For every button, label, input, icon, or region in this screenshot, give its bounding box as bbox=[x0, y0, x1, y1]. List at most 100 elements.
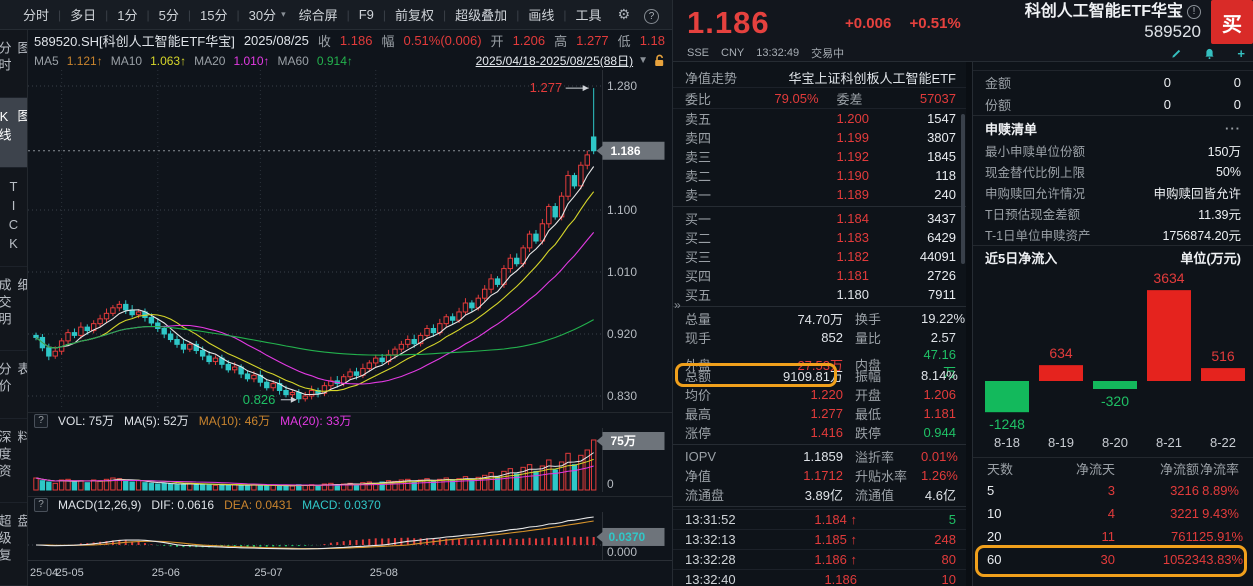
tick-row[interactable]: 13:32:13 1.185 ↑ 248 bbox=[673, 529, 966, 549]
volume-indicator-value: VOL: 75万 bbox=[58, 414, 115, 428]
weibi-label: 委比 bbox=[685, 91, 712, 107]
sidebar-item-active[interactable]: K线图 bbox=[0, 98, 27, 169]
chevron-down-icon[interactable]: ▼ bbox=[638, 55, 648, 66]
stat-value: 1.277 bbox=[810, 406, 843, 421]
flow-table-cell: 60 bbox=[987, 552, 1002, 567]
quote-detail-panel: » 净值走势 华宝上证科创板人工智能ETF 委比 79.05% 委差 57037 卖五 1.2… bbox=[672, 62, 966, 586]
net-value: 华宝上证科创板人工智能ETF bbox=[788, 70, 956, 86]
toolbar-item[interactable]: 15分 bbox=[200, 8, 228, 23]
instrument-block: 科创人工智能ETF华宝! 589520 bbox=[1025, 2, 1201, 42]
svg-text:1.186: 1.186 bbox=[611, 144, 641, 158]
chevron-down-icon[interactable]: ▾ bbox=[281, 9, 286, 19]
tick-row[interactable]: 13:31:52 1.184 ↑ 5 bbox=[673, 509, 966, 529]
redemption-row: 现金替代比例上限 50% bbox=[973, 161, 1253, 182]
sidebar-item-tab[interactable]: TICK bbox=[0, 168, 27, 268]
tick-time: 13:31:52 bbox=[685, 512, 736, 527]
date-range[interactable]: 2025/04/18-2025/08/25(88日) bbox=[475, 54, 634, 68]
scrollbar[interactable] bbox=[961, 114, 965, 264]
flow-table-row[interactable]: 5 3 3216 8.89% bbox=[973, 479, 1253, 502]
buy-button[interactable]: 买 bbox=[1211, 0, 1253, 44]
trading-status: 交易中 bbox=[811, 48, 845, 60]
ask-row[interactable]: 卖一 1.189 240 bbox=[673, 185, 966, 204]
instrument-name: 科创人工智能ETF华宝 bbox=[1024, 3, 1183, 20]
ma-value: 1.010↑ bbox=[233, 53, 270, 68]
stat-label: 总量 bbox=[685, 312, 712, 327]
tick-row[interactable]: 13:32:40 1.186 10 bbox=[673, 569, 966, 586]
stat-value: 2.57 bbox=[930, 330, 956, 345]
toolbar-item[interactable]: 分时 bbox=[23, 8, 50, 23]
bell-icon[interactable] bbox=[1204, 48, 1215, 59]
toolbar-item[interactable]: 工具 bbox=[575, 8, 602, 23]
ma-value: 1.121↑ bbox=[66, 53, 103, 68]
flow-chart-unit: 单位(万元) bbox=[1180, 251, 1241, 266]
svg-text:0.920: 0.920 bbox=[607, 327, 637, 341]
svg-text:0: 0 bbox=[607, 477, 614, 491]
redemption-value: 150万 bbox=[1207, 145, 1241, 159]
bid-row[interactable]: 买二 1.183 6429 bbox=[673, 228, 966, 247]
bid-row[interactable]: 买一 1.184 3437 bbox=[673, 209, 966, 228]
toolbar-item[interactable]: 画线 bbox=[528, 8, 555, 23]
collapse-panel-icon[interactable]: » bbox=[674, 298, 681, 312]
svg-text:8-19: 8-19 bbox=[1048, 435, 1074, 450]
toolbar-item[interactable]: 综合屏 bbox=[298, 8, 338, 23]
sidebar-item-tab[interactable]: 成交明细 bbox=[0, 267, 27, 351]
stat-value: 3.89亿 bbox=[804, 488, 843, 503]
sidebar-item-tab[interactable]: 分价表 bbox=[0, 351, 27, 420]
gear-icon[interactable]: ⚙ bbox=[617, 6, 631, 22]
ask-row[interactable]: 卖五 1.200 1547 bbox=[673, 109, 966, 128]
unlock-icon[interactable] bbox=[653, 54, 666, 67]
bid-price: 1.183 bbox=[836, 230, 869, 245]
flow-table-row[interactable]: 60 30 10523 43.83% bbox=[973, 545, 1253, 577]
info-icon[interactable]: ! bbox=[1187, 5, 1201, 19]
toolbar-item[interactable]: 1分 bbox=[117, 8, 138, 23]
ask-row[interactable]: 卖二 1.190 118 bbox=[673, 166, 966, 185]
help-icon[interactable]: ? bbox=[637, 6, 666, 24]
flow-table-row[interactable]: 10 4 3221 9.43% bbox=[973, 502, 1253, 525]
ask-qty: 3807 bbox=[927, 130, 956, 145]
stat-value: 8.14% bbox=[921, 368, 958, 383]
ask-qty: 1845 bbox=[927, 149, 956, 164]
ma-value: 1.063↑ bbox=[150, 53, 187, 68]
bid-row[interactable]: 买四 1.181 2726 bbox=[673, 266, 966, 285]
toolbar-item[interactable]: 30分 bbox=[248, 8, 277, 23]
flow-table-cell: 30 bbox=[1100, 552, 1115, 567]
toolbar-item[interactable]: 超级叠加 bbox=[455, 8, 508, 23]
redemption-label: 现金替代比例上限 bbox=[985, 166, 1086, 180]
volume-header: ? VOL: 75万 MA(5): 52万 MA(10): 46万 MA(20): 33… bbox=[28, 412, 672, 428]
sidebar-item-tab[interactable]: 超级复盘 bbox=[0, 503, 27, 586]
bid-row[interactable]: 买五 1.180 7911 bbox=[673, 285, 966, 304]
kline-info-segment: 2025/08/25 bbox=[243, 33, 309, 48]
x-axis-label: 25-04 bbox=[30, 567, 59, 579]
candlestick-chart[interactable]: 1.280 1.100 1.010 0.920 0.830 1.186 1.277 0.826 bbox=[28, 70, 672, 410]
toolbar-item[interactable]: F9 bbox=[358, 7, 374, 22]
change-value: +0.006 bbox=[845, 15, 892, 32]
net-value-row: 净值走势 华宝上证科创板人工智能ETF bbox=[673, 67, 966, 88]
sidebar-item-tab[interactable]: 深度资料 bbox=[0, 419, 27, 503]
change-percent: +0.51% bbox=[909, 15, 961, 32]
stat-value: 0.944 bbox=[923, 425, 956, 440]
tick-row[interactable]: 13:32:28 1.186 ↑ 80 bbox=[673, 549, 966, 569]
ask-row[interactable]: 卖四 1.199 3807 bbox=[673, 128, 966, 147]
sidebar-item-tab[interactable]: 分时图 bbox=[0, 30, 27, 99]
toolbar-item[interactable]: 5分 bbox=[158, 8, 179, 23]
help-icon[interactable]: ? bbox=[34, 497, 48, 512]
stat-value: 1.416 bbox=[810, 425, 843, 440]
bid-row[interactable]: 买三 1.182 44091 bbox=[673, 247, 966, 266]
tick-qty: 80 bbox=[941, 552, 956, 567]
volume-chart[interactable]: 75万 0 bbox=[28, 428, 672, 492]
stat-label: 量比 bbox=[855, 331, 882, 346]
redemption-value: 1756874.20元 bbox=[1162, 229, 1241, 243]
edit-icon[interactable] bbox=[1171, 48, 1182, 59]
help-icon[interactable]: ? bbox=[34, 413, 48, 428]
ma-value: MA60 bbox=[277, 53, 309, 68]
more-icon[interactable]: ··· bbox=[1225, 120, 1241, 136]
toolbar-item[interactable]: 多日 bbox=[70, 8, 97, 23]
toolbar-item[interactable]: 前复权 bbox=[395, 8, 435, 23]
redemption-label: T日预估现金差额 bbox=[985, 208, 1081, 222]
tick-time: 13:32:28 bbox=[685, 552, 736, 567]
flow-table-row[interactable]: 20 11 7611 25.91% bbox=[973, 525, 1253, 548]
add-icon[interactable]: + bbox=[1237, 45, 1245, 61]
ask-row[interactable]: 卖三 1.192 1845 bbox=[673, 147, 966, 166]
x-axis-label: 25-06 bbox=[151, 567, 180, 579]
